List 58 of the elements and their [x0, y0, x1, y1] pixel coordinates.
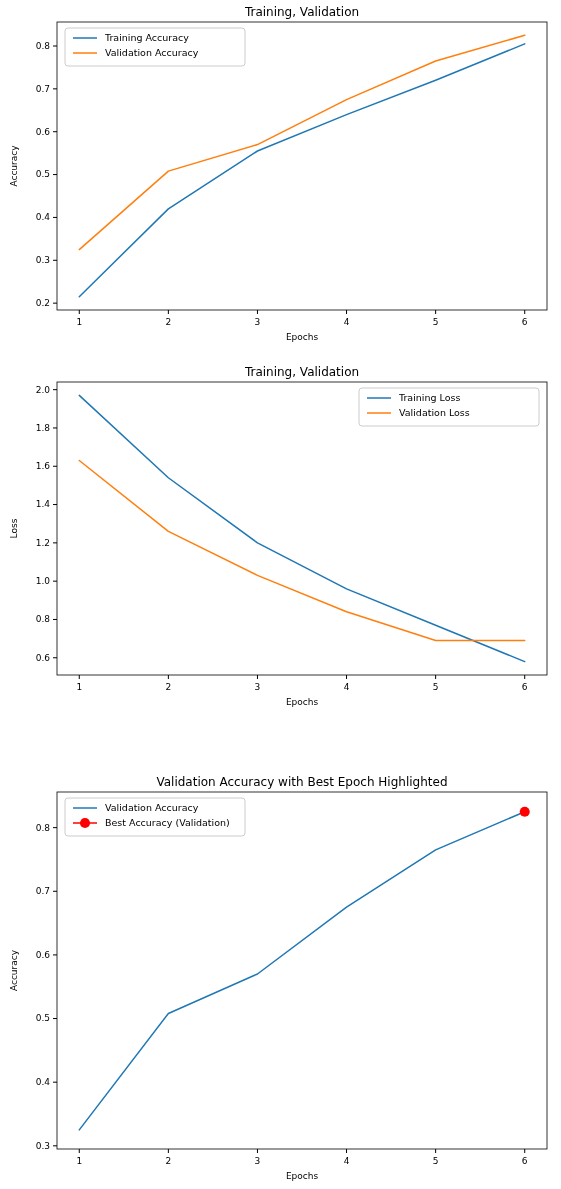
y-tick-label: 0.4: [35, 1077, 51, 1088]
y-tick-label: 0.4: [35, 212, 51, 223]
legend-label: Validation Accuracy: [105, 47, 199, 59]
y-tick-label: 1.4: [35, 499, 51, 510]
line-series: [78, 43, 526, 298]
y-axis-title: Loss: [9, 518, 19, 539]
x-axis-title: Epochs: [285, 332, 319, 342]
y-tick-label: 2.0: [35, 384, 51, 395]
y-tick-label: 1.8: [35, 422, 51, 433]
x-axis-title: Epochs: [285, 697, 319, 707]
y-tick-label: 0.8: [35, 40, 51, 51]
x-tick-label: 2: [165, 317, 172, 327]
x-tick-label: 6: [521, 1156, 528, 1166]
chart-title: Validation Accuracy with Best Epoch Highlighted: [156, 775, 448, 789]
y-tick-label: 1.0: [35, 576, 51, 587]
y-tick-label: 0.5: [35, 1013, 50, 1024]
x-tick-label: 2: [165, 1156, 172, 1166]
legend-label: Training Accuracy: [104, 32, 190, 44]
x-tick-label: 1: [76, 317, 83, 327]
y-tick-label: 1.6: [35, 461, 51, 472]
y-tick-label: 0.8: [35, 822, 51, 833]
x-tick-label: 3: [254, 1156, 261, 1166]
x-tick-label: 3: [254, 682, 261, 692]
line-series: [78, 394, 526, 663]
y-tick-label: 0.7: [35, 886, 50, 897]
y-tick-label: 0.7: [35, 83, 50, 94]
x-tick-label: 5: [432, 682, 439, 692]
legend-label: Validation Loss: [399, 407, 470, 419]
x-tick-label: 1: [76, 1156, 83, 1166]
legend-label: Validation Accuracy: [105, 802, 199, 814]
y-tick-label: 0.6: [35, 949, 51, 960]
y-tick-label: 0.6: [35, 126, 51, 137]
chart-title: Training, Validation: [243, 365, 360, 379]
x-tick-label: 4: [343, 682, 350, 692]
chart-title: Training, Validation: [243, 5, 360, 19]
x-tick-label: 6: [521, 317, 528, 327]
x-axis-title: Epochs: [285, 1171, 319, 1181]
legend-label: Training Loss: [398, 392, 461, 404]
x-tick-label: 4: [343, 317, 350, 327]
line-series: [78, 459, 526, 642]
x-tick-label: 6: [521, 682, 528, 692]
x-tick-label: 1: [76, 682, 83, 692]
x-tick-label: 5: [432, 1156, 439, 1166]
y-tick-label: 1.2: [35, 537, 50, 548]
y-axis-title: Accuracy: [9, 144, 19, 187]
y-tick-label: 0.5: [35, 169, 50, 180]
legend-label: Best Accuracy (Validation): [105, 817, 230, 829]
x-tick-label: 5: [432, 317, 439, 327]
y-tick-label: 0.2: [35, 298, 50, 309]
line-series: [78, 34, 526, 251]
y-tick-label: 0.3: [35, 1140, 50, 1151]
y-tick-label: 0.6: [35, 652, 51, 663]
y-tick-label: 0.8: [35, 614, 51, 625]
y-axis-title: Accuracy: [9, 949, 19, 992]
x-tick-label: 4: [343, 1156, 350, 1166]
y-tick-label: 0.3: [35, 255, 50, 266]
x-tick-label: 2: [165, 682, 172, 692]
x-tick-label: 3: [254, 317, 261, 327]
